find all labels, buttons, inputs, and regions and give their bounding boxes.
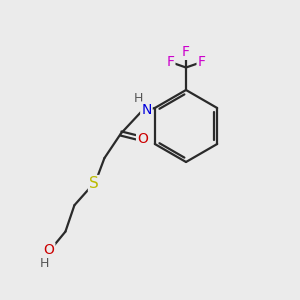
Text: F: F (198, 55, 206, 69)
Text: S: S (89, 176, 99, 191)
Text: O: O (44, 243, 54, 257)
Text: F: F (167, 55, 174, 69)
Text: O: O (137, 132, 148, 146)
Text: N: N (141, 103, 152, 116)
Text: F: F (182, 45, 190, 59)
Text: H: H (40, 257, 49, 270)
Text: H: H (133, 92, 143, 105)
